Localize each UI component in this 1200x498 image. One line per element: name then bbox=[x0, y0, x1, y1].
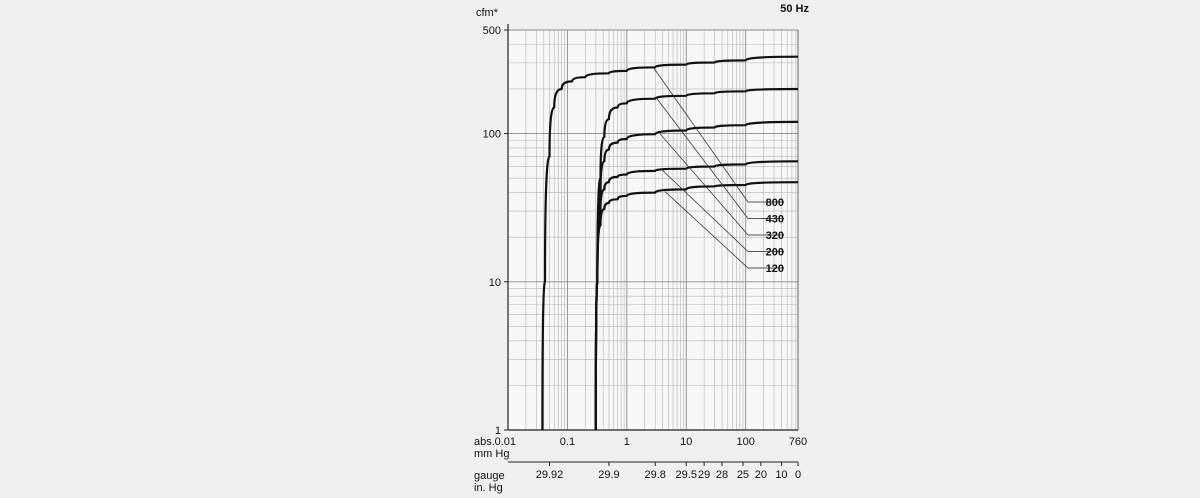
legend-leader-120 bbox=[664, 191, 784, 269]
gauge-tick-label: 29.92 bbox=[536, 469, 564, 481]
y-axis-label: cfm* bbox=[476, 7, 499, 19]
axis-labels: 50 Hz cfm* abs. mm Hg gauge in. Hg bbox=[474, 3, 809, 494]
legend-leader-800 bbox=[653, 67, 784, 203]
y-tick-label: 500 bbox=[483, 25, 501, 37]
gauge-tick-label: 0 bbox=[795, 469, 801, 481]
x-tick-label: 100 bbox=[736, 436, 754, 448]
legend-leader-200 bbox=[662, 170, 784, 252]
x-tick-label: 0.01 bbox=[495, 436, 516, 448]
series-line-800 bbox=[541, 55, 799, 431]
legend-label-800: 800 bbox=[766, 197, 784, 209]
y-tick-label: 10 bbox=[489, 277, 501, 289]
grid bbox=[507, 29, 798, 431]
x-tick-label: 0.1 bbox=[560, 436, 575, 448]
gauge-tick-label: 20 bbox=[755, 469, 767, 481]
x-abs-label-line2: mm Hg bbox=[474, 448, 509, 460]
legend-label-200: 200 bbox=[766, 247, 784, 259]
gauge-tick-label: 10 bbox=[775, 469, 787, 481]
x-abs-label-line1: abs. bbox=[474, 436, 495, 448]
legend-label-320: 320 bbox=[766, 230, 784, 242]
legend-leader-320 bbox=[659, 133, 784, 236]
x-gauge-label-line2: in. Hg bbox=[474, 482, 503, 494]
y-tick-label: 100 bbox=[483, 129, 501, 141]
curves bbox=[541, 55, 799, 431]
gauge-tick-label: 29.8 bbox=[644, 469, 665, 481]
series-line-120 bbox=[594, 181, 799, 431]
x-tick-label: 1 bbox=[624, 436, 630, 448]
legend-label-120: 120 bbox=[766, 263, 784, 275]
y-tick-label: 1 bbox=[495, 425, 501, 437]
gauge-tick-label: 29.9 bbox=[598, 469, 619, 481]
gauge-tick-label: 29 bbox=[698, 469, 710, 481]
chart-title: 50 Hz bbox=[780, 3, 809, 15]
legend-label-430: 430 bbox=[766, 214, 784, 226]
x-tick-label: 760 bbox=[789, 436, 807, 448]
gauge-tick-label: 25 bbox=[737, 469, 749, 481]
x-tick-label: 10 bbox=[680, 436, 692, 448]
gauge-tick-label: 28 bbox=[716, 469, 728, 481]
gauge-tick-label: 29.5 bbox=[676, 469, 697, 481]
legend: 800 430 320 200 120 bbox=[653, 67, 784, 275]
plot-background bbox=[508, 30, 798, 430]
legend-leader-430 bbox=[656, 98, 784, 219]
x-gauge-label-line1: gauge bbox=[474, 470, 505, 482]
